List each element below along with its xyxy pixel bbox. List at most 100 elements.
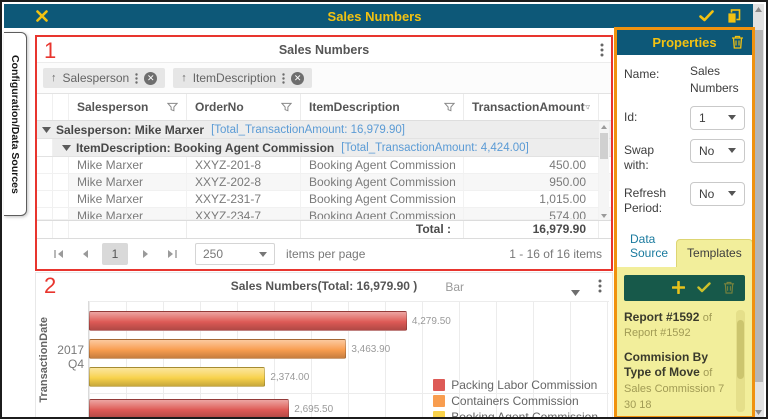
sort-asc-icon: ↑	[181, 72, 187, 84]
add-template-icon[interactable]	[672, 281, 685, 294]
sidebar-tab-configuration-data-sources[interactable]: Configuration/Data Sources	[4, 32, 27, 216]
table-row[interactable]: Mike Marxer XXYZ-234-7 Booking Agent Com…	[37, 208, 611, 220]
list-item[interactable]: Commision By Type of Move of Sales Commi…	[624, 350, 732, 412]
grid-title: Sales Numbers	[37, 43, 611, 57]
chart-legend: Packing Labor Commission Containers Comm…	[433, 377, 598, 419]
chevron-down-icon	[259, 252, 267, 257]
window-scrollbar-thumb[interactable]	[754, 30, 763, 382]
legend-item[interactable]: Packing Labor Commission	[433, 377, 598, 392]
close-icon[interactable]	[34, 8, 50, 24]
templates-scrollbar-thumb[interactable]	[737, 320, 744, 379]
grid-pager: 1 250 items per page 1 - 16 of 16 items	[37, 239, 611, 269]
bar-containers-commission[interactable]	[89, 339, 346, 359]
apply-template-check-icon[interactable]	[697, 282, 711, 293]
delete-trash-icon[interactable]	[731, 35, 744, 54]
tab-templates[interactable]: Templates	[676, 239, 752, 267]
column-header-salesperson[interactable]: Salesperson	[69, 94, 187, 120]
templates-scrollbar[interactable]	[736, 310, 745, 412]
delete-template-trash-icon[interactable]	[723, 281, 735, 294]
grid-footer-total-row: Total : 16,979.90	[37, 220, 611, 239]
filter-icon	[585, 102, 590, 113]
bar-value-label: 2,374.00	[270, 372, 309, 383]
pager-current-page[interactable]: 1	[102, 243, 128, 265]
filter-icon	[167, 102, 178, 113]
collapse-icon[interactable]	[62, 145, 71, 151]
tab-data-source[interactable]: Data Source	[624, 226, 676, 267]
grid-header-row: Salesperson OrderNo ItemDescription Tran…	[37, 94, 611, 121]
chevron-down-icon	[728, 191, 736, 196]
chevron-down-icon[interactable]	[571, 283, 580, 301]
table-row[interactable]: Mike Marxer XXYZ-201-8 Booking Agent Com…	[37, 157, 611, 174]
legend-item[interactable]: Containers Commission	[433, 393, 598, 408]
copy-icon[interactable]	[727, 9, 741, 24]
group-row-itemdescription[interactable]: ItemDescription: Booking Agent Commissio…	[37, 139, 611, 157]
total-value: 16,979.90	[464, 221, 599, 238]
sort-asc-icon: ↑	[51, 72, 57, 84]
name-label: Name:	[624, 63, 680, 82]
bar-value-label: 2,695.50	[294, 404, 333, 415]
group-chips-row: ↑ Salesperson ✕ ↑ ItemDescription ✕	[37, 63, 611, 94]
pager-prev-icon[interactable]	[73, 243, 97, 265]
window-titlebar: Sales Numbers	[4, 4, 755, 28]
chart-title: Sales Numbers(Total: 16,979.90 )	[36, 279, 612, 293]
group-chip-label: Salesperson	[63, 71, 130, 85]
bar-packing-labor-commission[interactable]	[89, 311, 407, 331]
chevron-down-icon	[728, 148, 736, 153]
confirm-check-icon[interactable]	[699, 10, 714, 22]
templates-toolbar	[624, 275, 745, 301]
column-header-transactionamount[interactable]: TransactionAmount	[464, 94, 599, 120]
refresh-period-label: Refresh Period:	[624, 182, 680, 216]
name-value: Sales Numbers	[680, 63, 745, 97]
chart-menu-kebab-icon[interactable]	[598, 279, 602, 298]
chip-remove-icon[interactable]: ✕	[144, 72, 157, 85]
pager-range-label: 1 - 16 of 16 items	[509, 247, 602, 261]
total-label: Total :	[301, 221, 464, 238]
page-size-dropdown[interactable]: 250	[195, 243, 275, 265]
group-chip-salesperson[interactable]: ↑ Salesperson ✕	[43, 68, 165, 88]
table-row[interactable]: Mike Marxer XXYZ-231-7 Booking Agent Com…	[37, 191, 611, 208]
chart-panel: 2 Sales Numbers(Total: 16,979.90 ) Bar T…	[35, 272, 613, 419]
list-item[interactable]: Report #1592 of Report #1592	[624, 310, 732, 341]
id-label: Id:	[624, 106, 680, 125]
annotation-1: 1	[44, 40, 56, 62]
bar-packing-labor-commission[interactable]	[89, 399, 289, 419]
chip-remove-icon[interactable]: ✕	[291, 72, 304, 85]
scroll-up-icon[interactable]	[599, 122, 609, 131]
group-row-salesperson[interactable]: Salesperson: Mike Marxer [Total_Transact…	[37, 121, 611, 139]
bar-booking-agent-commission[interactable]	[89, 367, 265, 387]
legend-swatch	[433, 395, 445, 407]
grid-menu-kebab-icon[interactable]	[600, 43, 604, 62]
column-header-orderno[interactable]: OrderNo	[187, 94, 301, 120]
group-total: [Total_TransactionAmount: 16,979.90]	[211, 124, 405, 136]
scroll-down-icon[interactable]	[599, 211, 609, 220]
group-chip-label: ItemDescription	[193, 71, 276, 85]
swap-with-label: Swap with:	[624, 139, 680, 173]
chip-menu-icon	[282, 73, 285, 84]
legend-item[interactable]: Booking Agent Commission	[433, 409, 598, 419]
column-header-itemdescription[interactable]: ItemDescription	[301, 94, 464, 120]
collapse-icon[interactable]	[42, 127, 51, 133]
chevron-down-icon	[728, 115, 736, 120]
grid-scrollbar-thumb[interactable]	[600, 133, 608, 159]
chip-menu-icon	[135, 73, 138, 84]
properties-panel: Properties Name: Sales Numbers Id: 1 Swa…	[614, 27, 755, 419]
swap-with-dropdown[interactable]: No	[690, 139, 745, 163]
pager-last-icon[interactable]	[160, 243, 184, 265]
templates-list: Report #1592 of Report #1592 Commision B…	[624, 310, 745, 416]
chart-category-label: 2017 Q4	[42, 343, 84, 371]
pager-first-icon[interactable]	[46, 243, 70, 265]
filter-icon	[281, 102, 292, 113]
annotation-2: 2	[44, 275, 56, 297]
id-dropdown[interactable]: 1	[690, 106, 745, 130]
table-row[interactable]: Mike Marxer XXYZ-202-8 Booking Agent Com…	[37, 174, 611, 191]
items-per-page-label: items per page	[286, 247, 365, 261]
group-chip-itemdescription[interactable]: ↑ ItemDescription ✕	[173, 68, 312, 88]
window-title: Sales Numbers	[50, 9, 699, 24]
chart-type-dropdown[interactable]: Bar	[445, 280, 464, 294]
grid-scrollbar[interactable]	[599, 122, 609, 220]
pager-next-icon[interactable]	[133, 243, 157, 265]
scroll-up-icon[interactable]	[753, 4, 764, 14]
bar-value-label: 4,279.50	[412, 316, 451, 327]
templates-panel: Report #1592 of Report #1592 Commision B…	[617, 267, 752, 416]
refresh-period-dropdown[interactable]: No	[690, 182, 745, 206]
